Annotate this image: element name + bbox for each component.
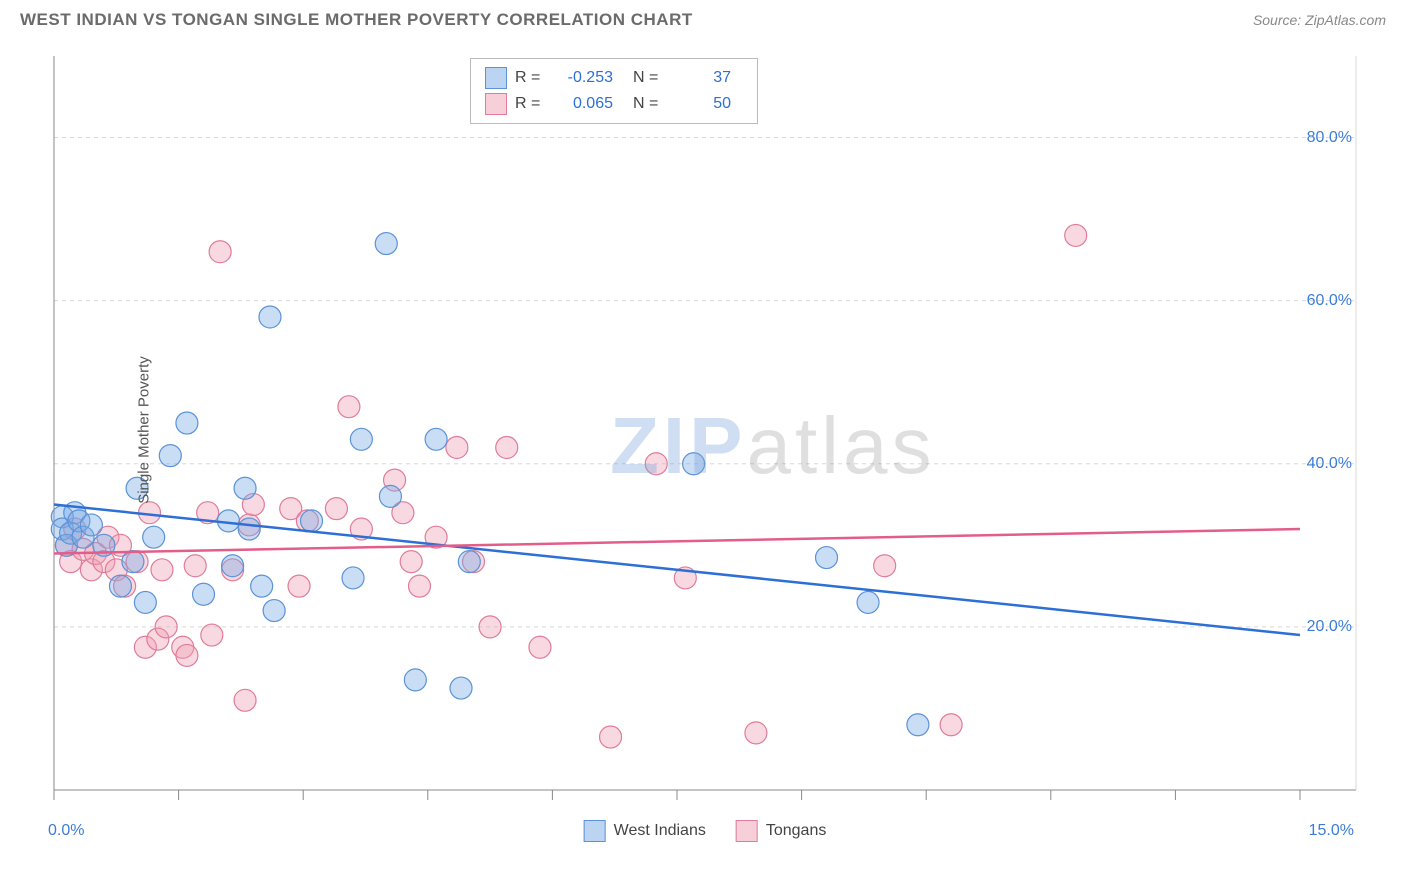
r-value-1: -0.253 — [553, 65, 613, 91]
scatter-chart — [50, 50, 1360, 810]
legend-row-west-indians: R = -0.253 N = 37 — [485, 65, 743, 91]
swatch-blue — [584, 820, 606, 842]
chart-title: WEST INDIAN VS TONGAN SINGLE MOTHER POVE… — [20, 10, 693, 30]
r-value-2: 0.065 — [553, 91, 613, 117]
correlation-legend: R = -0.253 N = 37 R = 0.065 N = 50 — [470, 58, 758, 124]
source-attribution: Source: ZipAtlas.com — [1253, 12, 1386, 28]
swatch-pink — [485, 93, 507, 115]
x-tick-max: 15.0% — [1309, 822, 1354, 840]
y-axis-label: Single Mother Poverty — [135, 356, 152, 504]
legend-item-west-indians: West Indians — [584, 820, 706, 842]
swatch-pink — [736, 820, 758, 842]
legend-item-tongans: Tongans — [736, 820, 827, 842]
r-label: R = — [515, 91, 545, 117]
header: WEST INDIAN VS TONGAN SINGLE MOTHER POVE… — [0, 0, 1406, 30]
n-value-2: 50 — [671, 91, 731, 117]
y-tick-label: 20.0% — [1307, 618, 1352, 636]
r-label: R = — [515, 65, 545, 91]
n-value-1: 37 — [671, 65, 731, 91]
n-label: N = — [633, 65, 663, 91]
y-tick-label: 40.0% — [1307, 455, 1352, 473]
x-tick-min: 0.0% — [48, 822, 84, 840]
series-legend: West Indians Tongans — [584, 820, 827, 842]
y-tick-label: 80.0% — [1307, 129, 1352, 147]
n-label: N = — [633, 91, 663, 117]
legend-row-tongans: R = 0.065 N = 50 — [485, 91, 743, 117]
legend-label: West Indians — [614, 822, 706, 840]
chart-container: Single Mother Poverty ZIPatlas R = -0.25… — [50, 50, 1360, 810]
legend-label: Tongans — [766, 822, 827, 840]
swatch-blue — [485, 67, 507, 89]
y-tick-label: 60.0% — [1307, 292, 1352, 310]
